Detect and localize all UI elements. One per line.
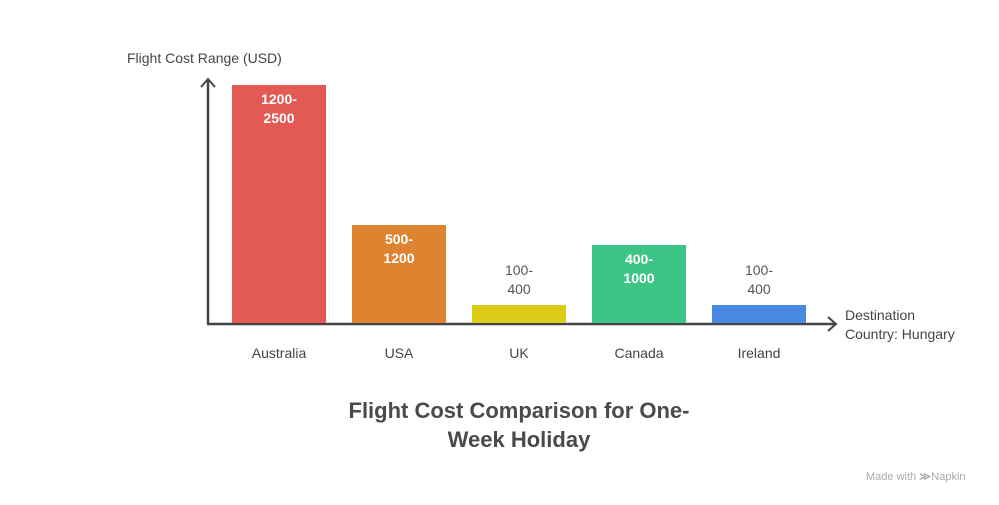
- bar-usa: 500- 1200: [352, 225, 446, 323]
- category-label-ireland: Ireland: [737, 345, 781, 361]
- bar-australia: 1200- 2500: [232, 85, 326, 323]
- category-label-australia: Australia: [251, 345, 307, 361]
- napkin-logo-icon: ≫: [919, 471, 931, 483]
- y-axis-label: Flight Cost Range (USD): [127, 50, 282, 66]
- x-axis-label: Destination Country: Hungary: [845, 307, 955, 342]
- napkin-watermark: Made with ≫ Napkin: [866, 471, 966, 483]
- category-label-uk: UK: [509, 345, 529, 361]
- y-axis-arrow-icon: [200, 77, 216, 88]
- category-label-canada: Canada: [614, 345, 664, 361]
- bar-value-label: 400- 1000: [623, 251, 655, 286]
- bar-uk: 100- 400: [472, 262, 566, 323]
- bar-canada: 400- 1000: [592, 245, 686, 323]
- bar-value-label: 500- 1200: [383, 231, 415, 266]
- bar-value-label: 100- 400: [504, 262, 534, 297]
- x-axis-arrow-icon: [827, 316, 838, 332]
- category-label-usa: USA: [384, 345, 414, 361]
- bar-ireland: 100- 400: [712, 262, 806, 323]
- chart-title: Flight Cost Comparison for One- Week Hol…: [348, 398, 690, 452]
- bar-value-label: 1200- 2500: [261, 91, 297, 126]
- bar-value-label: 100- 400: [744, 262, 774, 297]
